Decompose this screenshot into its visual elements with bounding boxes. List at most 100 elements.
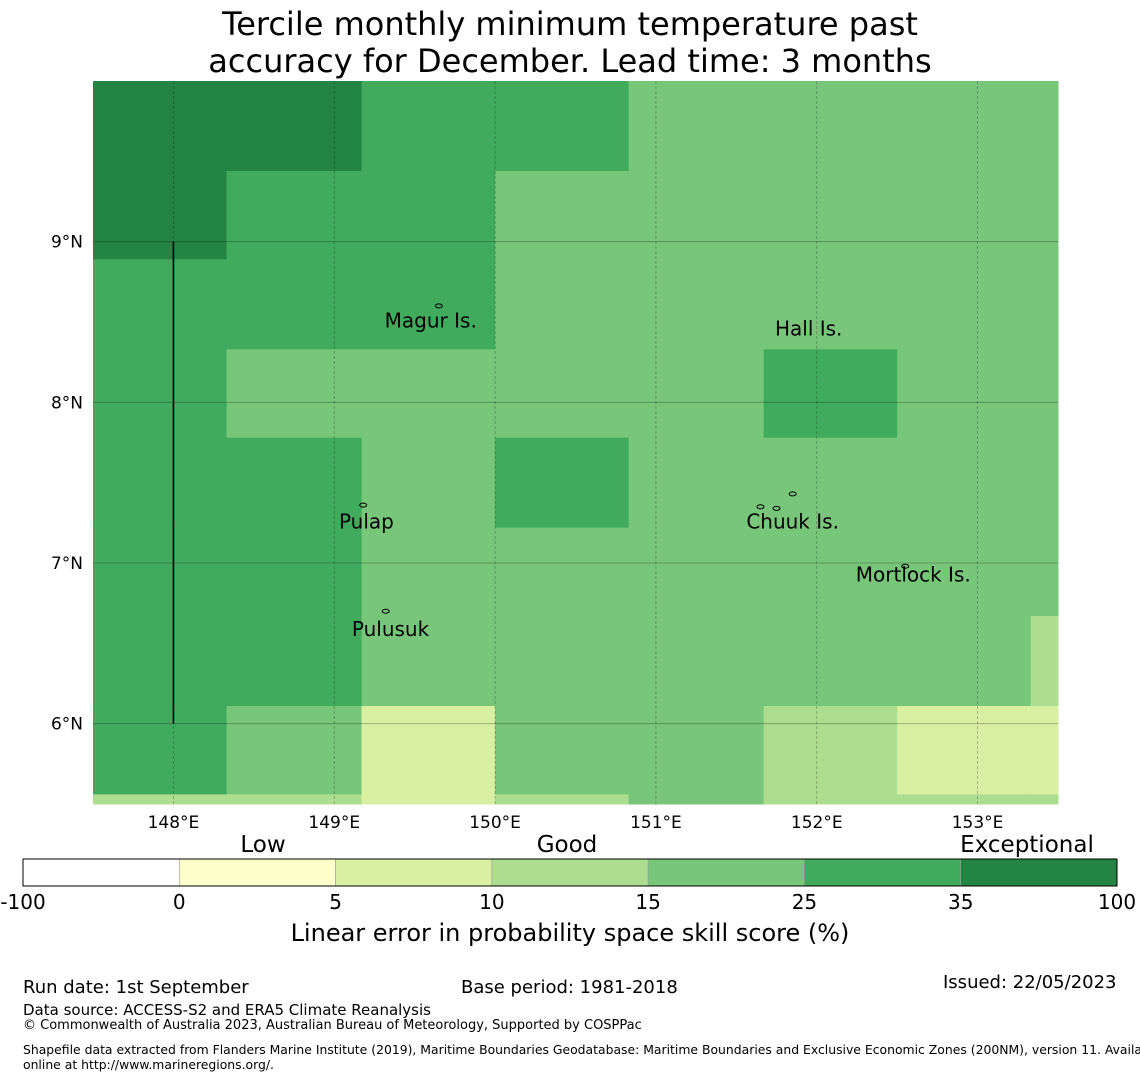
grid-cell: [897, 705, 1032, 795]
grid-cell: [226, 81, 363, 172]
grid-cell: [93, 616, 227, 707]
lat-tick-label: 9°N: [51, 233, 83, 253]
shapefile-credit-2: online at http://www.marineregions.org/.: [23, 1057, 274, 1072]
grid-cell: [628, 705, 765, 795]
grid-cell: [495, 170, 630, 260]
grid-cell: [763, 527, 898, 617]
colorbar-swatch: [960, 858, 1118, 887]
lon-tick-label: 152°E: [791, 813, 843, 833]
colorbar-category-exceptional: Exceptional: [960, 832, 1094, 858]
colorbar-tick-label: 0: [173, 890, 186, 914]
colorbar-tick-label: 35: [948, 890, 973, 914]
place-label: Pulusuk: [352, 617, 430, 641]
grid-cell: [93, 705, 227, 795]
colorbar-swatch: [804, 858, 962, 887]
island-outline: [901, 563, 910, 569]
grid-cell: [226, 349, 363, 439]
grid-cell: [93, 259, 227, 350]
colorbar-tick-label: 15: [635, 890, 660, 914]
grid-cell: [361, 794, 496, 805]
colorbar-swatch: [647, 858, 805, 887]
shapefile-credit-1: Shapefile data extracted from Flanders M…: [23, 1042, 1140, 1057]
grid-cell: [628, 616, 765, 707]
grid-cell: [93, 527, 227, 617]
grid-cell: [495, 81, 630, 172]
grid-cell: [1030, 349, 1059, 439]
grid-cell: [361, 349, 496, 439]
grid-cell: [361, 437, 496, 529]
colorbar-swatch: [22, 858, 180, 887]
grid-cell: [628, 437, 765, 529]
grid-cell: [1030, 705, 1059, 795]
grid-cell: [495, 705, 630, 795]
grid-cell: [226, 794, 363, 805]
grid-cell: [1030, 437, 1059, 529]
chart-title: Tercile monthly minimum temperature past…: [0, 6, 1140, 80]
lat-tick-label: 6°N: [51, 715, 83, 735]
grid-cell: [897, 81, 1032, 172]
place-label: Pulap: [339, 509, 394, 533]
grid-cell: [897, 170, 1032, 260]
grid-cell: [226, 527, 363, 617]
place-label: Mortlock Is.: [856, 562, 971, 586]
grid-cell: [897, 349, 1032, 439]
place-label: Magur Is.: [385, 309, 477, 333]
island-outline: [359, 502, 368, 508]
grid-cell: [897, 794, 1032, 805]
lon-tick-label: 151°E: [630, 813, 682, 833]
base-period: Base period: 1981-2018: [461, 977, 678, 998]
grid-cell: [226, 259, 363, 350]
grid-cell: [628, 527, 765, 617]
issued-date: Issued: 22/05/2023: [943, 972, 1117, 993]
grid-cell: [897, 437, 1032, 529]
island-outline: [772, 505, 781, 511]
island-outlines: [359, 303, 910, 614]
grid-cell: [495, 794, 630, 805]
grid-cell: [495, 259, 630, 350]
skill-grid: [93, 81, 1059, 805]
colorbar-swatch: [335, 858, 493, 887]
colorbar-tick-label: 5: [329, 890, 342, 914]
grid-cell: [93, 170, 227, 260]
grid-cell: [897, 527, 1032, 617]
grid-cell: [93, 349, 227, 439]
place-label: Hall Is.: [775, 317, 842, 341]
run-date: Run date: 1st September: [23, 977, 249, 998]
colorbar-category-low: Low: [240, 832, 285, 858]
grid-cell: [361, 705, 496, 795]
map-axes: 148°E 149°E 150°E 151°E 152°E 153°E 9°N 8°N 7°N 6…: [51, 233, 1003, 833]
lon-tick-label: 148°E: [148, 813, 200, 833]
grid-cell: [226, 170, 363, 260]
grid-cell: [361, 527, 496, 617]
colorbar-tick-label: -100: [0, 890, 45, 914]
colorbar-swatch: [491, 858, 649, 887]
grid-cell: [1030, 259, 1059, 350]
colorbar-tick-label: 10: [479, 890, 504, 914]
colorbar-category-good: Good: [537, 832, 598, 858]
grid-cell: [763, 81, 898, 172]
island-outline: [381, 608, 390, 614]
grid-cell: [361, 81, 496, 172]
grid-cell: [226, 437, 363, 529]
grid-cell: [628, 259, 765, 350]
grid-cell: [93, 794, 227, 805]
lat-tick-label: 8°N: [51, 393, 83, 413]
grid-cell: [1030, 616, 1059, 707]
place-label: Chuuk Is.: [746, 509, 839, 533]
colorbar-tick-label: 100: [1098, 890, 1136, 914]
grid-cell: [628, 170, 765, 260]
island-outline: [756, 504, 765, 510]
map-figure: Magur Is. Hall Is. Pulap Chuuk Is. Mortlock …: [0, 81, 1136, 947]
copyright: © Commonwealth of Australia 2023, Austra…: [23, 1018, 642, 1033]
grid-cell: [495, 616, 630, 707]
grid-cell: [763, 705, 898, 795]
colorbar-tick-label: 25: [792, 890, 817, 914]
grid-cell: [628, 349, 765, 439]
grid-cell: [1030, 527, 1059, 617]
grid-cell: [361, 170, 496, 260]
grid-cell: [361, 616, 496, 707]
grid-cell: [897, 616, 1032, 707]
grid-cell: [495, 437, 630, 529]
island-outline: [434, 303, 443, 309]
island-outline: [788, 491, 797, 497]
